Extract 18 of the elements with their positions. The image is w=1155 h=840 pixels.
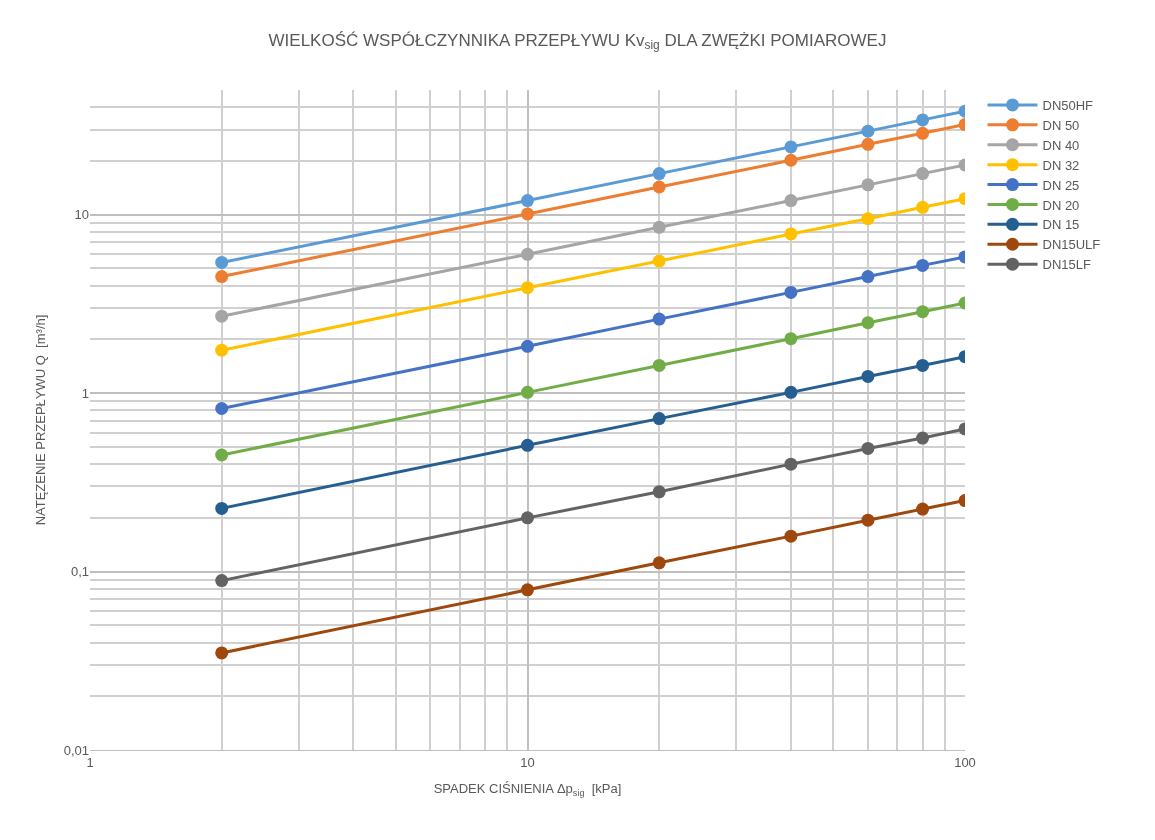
y-axis-title: NATĘZENIE PRZEPŁYWU Q [m³/h] <box>32 314 48 526</box>
legend-label: DN 25 <box>1042 177 1080 193</box>
legend-label: DN 15 <box>1042 217 1080 233</box>
legend-label: DN 20 <box>1042 197 1080 213</box>
y-tick-label: 0,01 <box>63 742 89 758</box>
legend-label: DN15ULF <box>1042 237 1101 253</box>
x-axis-title: SPADEK CIŚNIENIA Δp$_{sig}$ [kPa] <box>433 781 622 798</box>
legend-label: DN 32 <box>1042 157 1080 173</box>
legend-label: DN50HF <box>1042 98 1094 114</box>
legend-label: DN 50 <box>1042 117 1080 133</box>
legend-label: DN15LF <box>1042 257 1091 273</box>
chart-title: WIELKOŚĆ WSPÓŁCZYNNIKA PRZEPŁYWU Kv$_{sig}$ DLA ZWĘŻKI POMIAROWEJ <box>268 30 887 53</box>
y-tick-label: 10 <box>74 207 89 223</box>
x-tick-label: 10 <box>520 754 535 770</box>
legend-label: DN 40 <box>1042 137 1080 153</box>
x-tick-label: 100 <box>954 754 976 770</box>
y-tick-label: 0,1 <box>70 564 89 580</box>
y-tick-label: 1 <box>81 385 89 401</box>
